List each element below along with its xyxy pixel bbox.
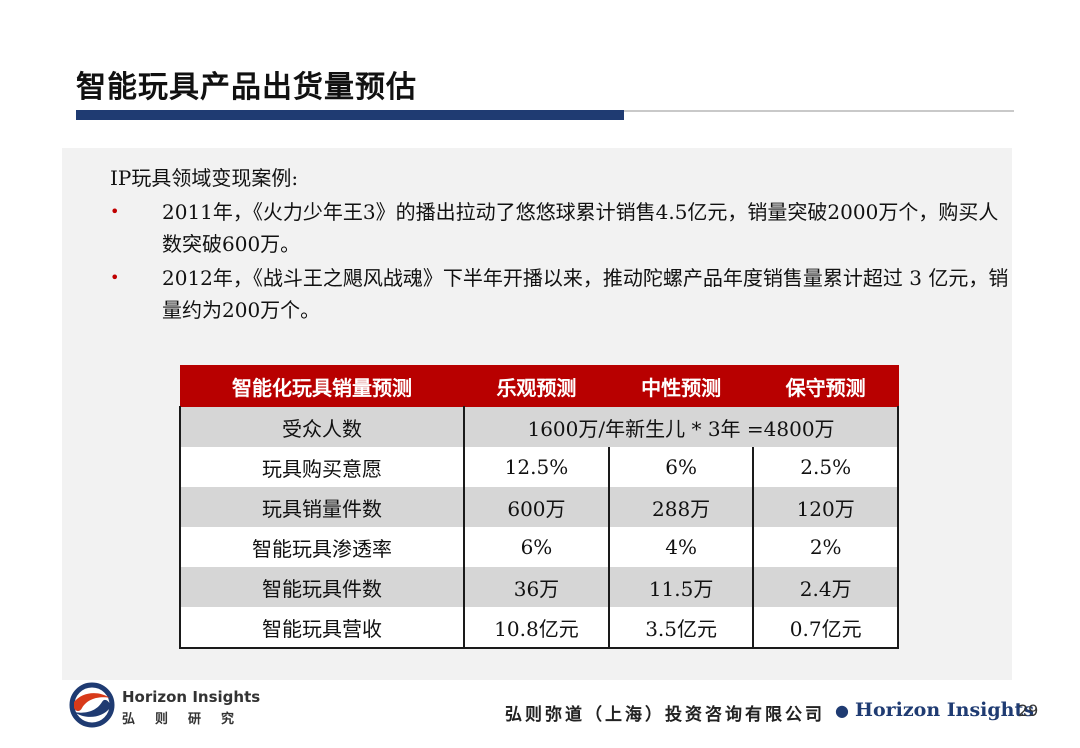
- row-value: 10.8亿元: [463, 607, 610, 649]
- row-value: 288万: [607, 487, 755, 527]
- brand-name-cn: 弘则研究: [122, 712, 255, 727]
- bullet-text: 2011年，《火力少年王3》的播出拉动了悠悠球累计销售4.5亿元，销量突破200…: [162, 200, 999, 256]
- table-header-cell: 乐观预测: [463, 365, 610, 407]
- table-row: 受众人数 1600万/年新生儿 * 3年 =4800万: [178, 406, 899, 447]
- table-header-cell: 中性预测: [608, 365, 754, 407]
- horizon-insights-logo-icon: [69, 682, 115, 728]
- row-label: 受众人数: [178, 406, 466, 447]
- row-value: 4%: [607, 527, 755, 567]
- bullet-dot-icon: •: [110, 268, 120, 287]
- brand-name-en: Horizon Insights: [122, 688, 261, 706]
- row-value: 6%: [607, 447, 755, 487]
- bullet-dot-icon: •: [110, 202, 120, 221]
- row-value-merged: 1600万/年新生儿 * 3年 =4800万: [463, 406, 899, 447]
- row-value: 36万: [463, 567, 610, 607]
- footer-dot-icon: ●: [835, 701, 849, 720]
- row-value: 600万: [463, 487, 610, 527]
- title-rule-light: [624, 110, 1014, 112]
- title-rule-dark: [76, 110, 624, 120]
- footer-company-name: 弘则弥道（上海）投资咨询有限公司: [505, 705, 825, 725]
- table-header-cell: 保守预测: [752, 365, 899, 407]
- intro-text: IP玩具领域变现案例:: [110, 166, 299, 190]
- row-label: 智能玩具渗透率: [178, 527, 466, 567]
- row-value: 120万: [752, 487, 899, 527]
- row-label: 玩具购买意愿: [178, 447, 466, 487]
- row-value: 12.5%: [463, 447, 610, 487]
- forecast-table: 智能化玩具销量预测 乐观预测 中性预测 保守预测 受众人数 1600万/年新生儿…: [178, 365, 899, 649]
- table-row: 智能玩具渗透率 6% 4% 2%: [178, 527, 899, 567]
- row-label: 智能玩具件数: [178, 567, 466, 607]
- row-label: 智能玩具营收: [178, 607, 466, 649]
- row-value: 2.4万: [752, 567, 899, 607]
- content-panel: IP玩具领域变现案例: • 2011年，《火力少年王3》的播出拉动了悠悠球累计销…: [62, 148, 1012, 680]
- bullet-text: 2012年，《战斗王之飓风战魂》下半年开播以来，推动陀螺产品年度销售量累计超过 …: [162, 266, 1009, 322]
- footer-brand-en: Horizon Insights: [855, 699, 1034, 721]
- table-row: 玩具购买意愿 12.5% 6% 2.5%: [178, 447, 899, 487]
- table-row: 智能玩具营收 10.8亿元 3.5亿元 0.7亿元: [178, 607, 899, 649]
- row-value: 0.7亿元: [752, 607, 899, 649]
- row-label: 玩具销量件数: [178, 487, 466, 527]
- table-row: 玩具销量件数 600万 288万 120万: [178, 487, 899, 527]
- page-title: 智能玩具产品出货量预估: [76, 70, 417, 105]
- row-value: 3.5亿元: [607, 607, 755, 649]
- table-header-row: 智能化玩具销量预测 乐观预测 中性预测 保守预测: [179, 365, 899, 407]
- row-value: 2%: [752, 527, 899, 567]
- row-value: 2.5%: [752, 447, 899, 487]
- row-value: 6%: [463, 527, 610, 567]
- table-header-cell: 智能化玩具销量预测: [179, 365, 465, 407]
- page-number: 29: [1018, 701, 1039, 720]
- row-value: 11.5万: [607, 567, 755, 607]
- table-row: 智能玩具件数 36万 11.5万 2.4万: [178, 567, 899, 607]
